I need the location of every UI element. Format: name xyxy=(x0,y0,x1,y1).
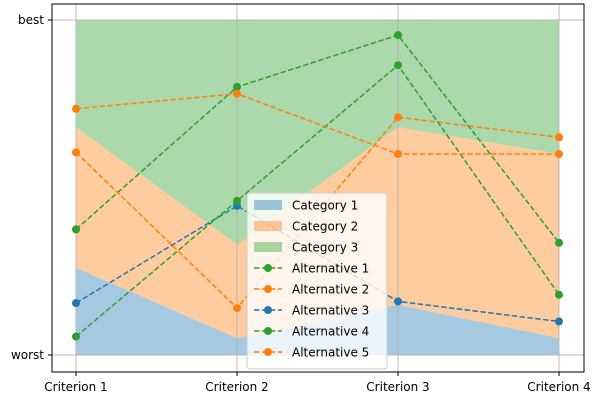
series-alternative-4 xyxy=(72,61,563,341)
legend-entry-3: Category 3 xyxy=(254,241,358,255)
legend-marker-4 xyxy=(264,264,272,272)
data-point-4-2 xyxy=(233,196,241,205)
legend-label-6: Alternative 3 xyxy=(292,304,369,318)
data-point-1-2 xyxy=(233,83,241,91)
y-tick-label-2: best xyxy=(18,13,44,27)
legend-entry-8: Alternative 5 xyxy=(254,346,369,360)
data-point-3-1 xyxy=(72,299,80,308)
x-tick-label-4: Criterion 4 xyxy=(527,380,590,394)
legend-marker-5 xyxy=(264,285,272,293)
data-point-5-2 xyxy=(233,89,241,98)
data-point-2-3 xyxy=(394,113,402,122)
legend-entry-2: Category 2 xyxy=(254,220,358,234)
plot-frame xyxy=(51,3,585,373)
legend-marker-6 xyxy=(264,306,272,314)
x-tick-label-3: Criterion 3 xyxy=(366,380,429,394)
series-alternative-5 xyxy=(72,89,563,158)
x-axis: Criterion 1 Criterion 2 Criterion 3 Criteri… xyxy=(44,372,591,394)
legend-marker-8 xyxy=(264,348,272,356)
legend-label-8: Alternative 5 xyxy=(292,346,369,360)
legend-swatch-1 xyxy=(254,200,282,210)
legend-label-2: Category 2 xyxy=(292,220,358,234)
data-point-3-3 xyxy=(394,297,402,306)
legend-marker-7 xyxy=(264,327,272,335)
data-point-4-3 xyxy=(394,61,402,70)
y-axis: worst best xyxy=(11,13,52,362)
legend-entry-1: Category 1 xyxy=(254,199,358,213)
legend-swatch-2 xyxy=(254,221,282,231)
x-tick-label-1: Criterion 1 xyxy=(44,380,107,394)
legend-label-4: Alternative 1 xyxy=(292,262,369,276)
data-point-5-3 xyxy=(394,150,402,158)
legend-swatch-3 xyxy=(254,242,282,252)
data-point-4-4 xyxy=(555,290,563,299)
legend: Category 1 Category 2 Category 3 Alternativ… xyxy=(246,192,388,370)
x-tick-label-2: Criterion 2 xyxy=(205,380,268,394)
series-line-1 xyxy=(75,34,560,244)
data-point-5-4 xyxy=(555,150,563,158)
data-point-2-2 xyxy=(233,304,241,313)
data-point-4-1 xyxy=(72,332,80,341)
legend-entry-6: Alternative 3 xyxy=(254,304,369,318)
legend-entry-5: Alternative 2 xyxy=(254,283,369,297)
legend-label-5: Alternative 2 xyxy=(292,283,369,297)
data-point-1-3 xyxy=(394,31,402,40)
series-line-4 xyxy=(75,64,560,338)
series-alternative-1 xyxy=(72,31,563,247)
data-point-1-4 xyxy=(555,238,563,247)
series-line-5 xyxy=(75,92,559,155)
legend-entry-4: Alternative 1 xyxy=(254,262,369,276)
data-point-2-4 xyxy=(555,133,563,142)
data-point-2-1 xyxy=(72,148,80,157)
y-tick-label-1: worst xyxy=(11,348,44,362)
legend-label-7: Alternative 4 xyxy=(292,325,369,339)
legend-label-3: Category 3 xyxy=(292,241,358,255)
legend-entry-7: Alternative 4 xyxy=(254,325,369,339)
band-category-1 xyxy=(76,267,559,355)
data-point-5-1 xyxy=(72,104,80,113)
legend-box xyxy=(246,192,388,370)
data-point-1-1 xyxy=(72,225,80,234)
legend-label-1: Category 1 xyxy=(292,199,358,213)
data-point-3-4 xyxy=(555,317,563,326)
